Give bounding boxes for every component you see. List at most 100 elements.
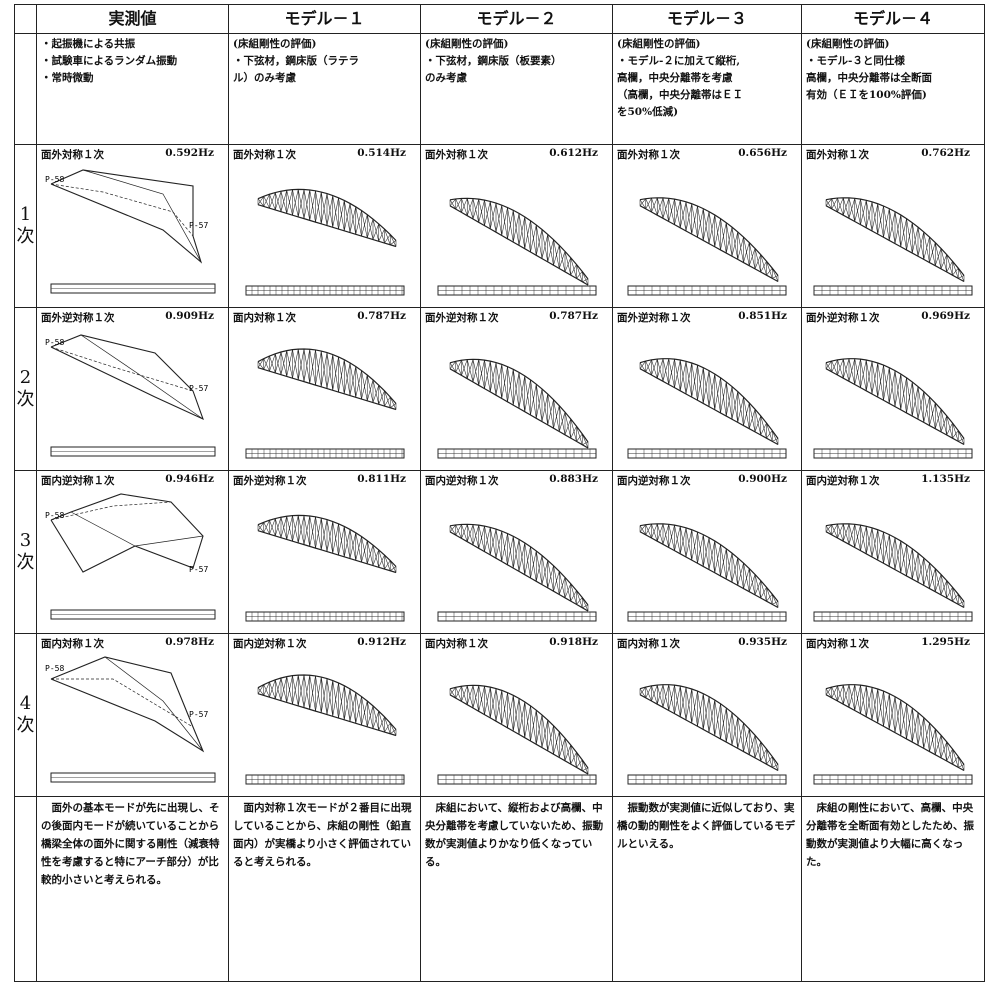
- mode-name: 面内対称１次: [425, 638, 488, 650]
- wireframe-mesh: [257, 188, 396, 248]
- point-label-right: P-57: [189, 221, 208, 230]
- mode-name: 面外逆対称１次: [806, 312, 880, 324]
- mode-frequency: 0.969Hz: [921, 310, 970, 322]
- wireframe-mesh: [825, 523, 965, 609]
- measured-mode-sketch: P-58 P-57: [45, 334, 215, 457]
- mode-name: 面外対称１次: [41, 149, 104, 161]
- note-measured: 面外の基本モードが先に出現し、その後面内モードが続いていることから橋梁全体の面外…: [36, 796, 229, 982]
- measured-mode-sketch: P-58 P-57: [45, 493, 215, 620]
- mode-cell: 面内逆対称１次 0.912Hz: [228, 633, 421, 797]
- mode-name: 面内逆対称１次: [41, 475, 115, 487]
- wireframe-mesh: [639, 358, 779, 446]
- mode-cell-header: 面内対称１次 0.978Hz: [38, 635, 228, 654]
- deck-plan-grid: [627, 775, 786, 784]
- mode-order-text: 次: [16, 389, 35, 410]
- fem-mode-sketch: [813, 358, 973, 459]
- mode-order-text: 3: [19, 530, 32, 551]
- mode-name: 面外対称１次: [425, 149, 488, 161]
- mode-order-text: 2: [19, 367, 32, 388]
- note-model-2: 床組において、縦桁および高欄、中央分離帯を考慮していないため、振動数が実測値より…: [420, 796, 613, 982]
- description-line: ・下弦材，鋼床版（板要素）: [425, 55, 562, 67]
- description-model-2: (床組剛性の評価) ・下弦材，鋼床版（板要素） のみ考慮: [420, 33, 613, 145]
- mode-outline: [70, 511, 203, 547]
- wireframe-mesh: [825, 358, 965, 446]
- header-model-1: モデル－１: [228, 4, 421, 34]
- mode-frequency: 0.912Hz: [357, 636, 406, 648]
- deck-plan-grid: [245, 449, 404, 458]
- mode-outline: [82, 169, 201, 263]
- mode-outline: [50, 334, 204, 421]
- description-line: 高欄，中央分離帯を考慮: [617, 72, 733, 84]
- mode-frequency: 0.935Hz: [738, 636, 787, 648]
- fem-mode-sketch: [437, 523, 596, 622]
- mode-outline: [80, 334, 203, 420]
- mode-name: 面外逆対称１次: [233, 475, 307, 487]
- wireframe-mesh: [449, 197, 588, 286]
- point-label-left: P-58: [45, 338, 64, 347]
- mode-order-text: 次: [16, 226, 35, 247]
- deck-plan-grid: [437, 612, 596, 621]
- deck-plan-grid: [627, 286, 786, 295]
- deck-plan-grid: [813, 612, 972, 621]
- header-row: 実測値 モデル－１ モデル－２ モデル－３ モデル－４: [14, 4, 985, 34]
- mode-frequency: 0.978Hz: [165, 636, 214, 648]
- mode-name: 面外逆対称１次: [41, 312, 115, 324]
- mode-frequency: 0.656Hz: [738, 147, 787, 159]
- mode-outline: [50, 501, 171, 521]
- fem-mode-sketch: [245, 348, 404, 459]
- mode-order-text: 1: [19, 204, 32, 225]
- wireframe-mesh: [257, 674, 396, 737]
- measured-mode-sketch: P-58 P-57: [45, 169, 215, 294]
- deck-plan-grid: [813, 775, 972, 784]
- wireframe-mesh: [449, 358, 588, 449]
- comparison-table: 実測値 モデル－１ モデル－２ モデル－３ モデル－４ ・起振機による共振 ・試…: [14, 4, 985, 982]
- deck-plan-grid: [813, 286, 972, 295]
- mode-name: 面内対称１次: [41, 638, 104, 650]
- note-model-1: 面内対称１次モードが２番目に出現していることから、床組の剛性（鉛直面内）が実橋よ…: [228, 796, 421, 982]
- wireframe-mesh: [449, 684, 588, 775]
- point-label-left: P-58: [45, 511, 64, 520]
- mode-cell-header: 面内対称１次 1.295Hz: [803, 635, 984, 654]
- point-label-left: P-58: [45, 175, 64, 184]
- mode-cell-header: 面内逆対称１次 0.883Hz: [422, 472, 612, 491]
- mode-outline: [50, 183, 193, 237]
- description-line: ・下弦材，鋼床版（ラテラ: [233, 55, 359, 67]
- header-model-2: モデル－２: [420, 4, 613, 34]
- fem-mode-sketch: [627, 358, 787, 459]
- mode-cell: 面内対称１次 0.918Hz: [420, 633, 613, 797]
- deck-plan-grid: [627, 612, 786, 621]
- mode-name: 面内逆対称１次: [425, 475, 499, 487]
- mode-name: 面外逆対称１次: [617, 312, 691, 324]
- mode-cell: 面外対称１次 0.592Hz P-58 P-57: [36, 144, 229, 308]
- mode-outline: [50, 656, 204, 753]
- corner-cell-desc: [14, 33, 37, 145]
- wireframe-mesh: [825, 684, 965, 772]
- mode-outline: [50, 346, 193, 392]
- description-line: 高欄，中央分離帯は全断面: [806, 72, 932, 84]
- mode-frequency: 0.918Hz: [549, 636, 598, 648]
- mode-frequency: 0.762Hz: [921, 147, 970, 159]
- mode-cell-header: 面外逆対称１次 0.851Hz: [614, 309, 801, 328]
- mode-cell: 面内対称１次 0.935Hz: [612, 633, 802, 797]
- mode-cell: 面外逆対称１次 0.811Hz: [228, 470, 421, 634]
- mode-cell-header: 面内逆対称１次 0.900Hz: [614, 472, 801, 491]
- mode-cell-header: 面外逆対称１次 0.787Hz: [422, 309, 612, 328]
- mode-cell: 面内対称１次 0.978Hz P-58 P-57: [36, 633, 229, 797]
- description-line: ・常時微動: [41, 72, 94, 84]
- mode-frequency: 0.592Hz: [165, 147, 214, 159]
- description-line: (床組剛性の評価): [806, 38, 890, 50]
- fem-mode-sketch: [627, 684, 787, 785]
- description-line: 有効（ＥＩを100%評価): [806, 89, 927, 101]
- description-line: (床組剛性の評価): [425, 38, 509, 50]
- wireframe-mesh: [449, 523, 588, 612]
- mode-name: 面内逆対称１次: [806, 475, 880, 487]
- mode-order-text: 4: [19, 693, 32, 714]
- mode-cell-header: 面外逆対称１次 0.909Hz: [38, 309, 228, 328]
- mode-frequency: 0.909Hz: [165, 310, 214, 322]
- mode-cell: 面外対称１次 0.514Hz: [228, 144, 421, 308]
- mode-outline: [50, 169, 202, 264]
